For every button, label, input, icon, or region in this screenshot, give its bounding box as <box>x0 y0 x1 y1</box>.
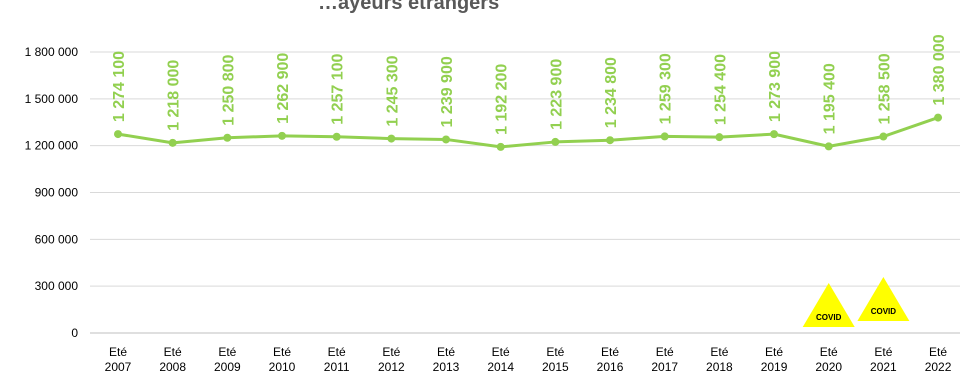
y-tick-label: 900 000 <box>35 186 79 200</box>
x-tick-label: Eté 2021 <box>870 345 897 374</box>
covid-badge-label: COVID <box>816 313 842 322</box>
x-tick-label: Eté 2022 <box>925 345 952 374</box>
data-point <box>660 132 669 141</box>
chart-title: …ayeurs étrangers <box>318 0 500 14</box>
data-label: 1 258 500 <box>876 53 893 124</box>
x-tick-label: Eté 2014 <box>487 345 514 374</box>
data-label: 1 259 300 <box>658 53 675 124</box>
data-point <box>387 134 396 143</box>
x-tick-label: Eté 2015 <box>542 345 569 374</box>
x-tick-label: Eté 2017 <box>651 345 678 374</box>
y-tick-label: 300 000 <box>35 279 79 293</box>
data-label: 1 218 000 <box>166 60 183 131</box>
data-point <box>606 136 615 145</box>
data-point <box>496 142 505 151</box>
covid-badge-label: COVID <box>871 307 897 316</box>
x-tick-label: Eté 2011 <box>324 345 350 374</box>
y-tick-label: 1 800 000 <box>25 45 79 59</box>
data-label: 1 257 100 <box>330 53 347 124</box>
series-line <box>117 116 939 149</box>
x-tick-label: Eté 2013 <box>433 345 460 374</box>
data-point <box>223 133 232 142</box>
x-tick-label: Eté 2020 <box>815 345 842 374</box>
y-tick-label: 600 000 <box>35 232 79 246</box>
data-label: 1 245 300 <box>384 55 401 126</box>
data-point <box>824 142 833 151</box>
data-point <box>442 135 451 144</box>
data-label: 1 273 900 <box>767 51 784 122</box>
data-point <box>879 132 888 141</box>
data-label: 1 195 400 <box>822 63 839 134</box>
data-label: 1 239 900 <box>439 56 456 127</box>
y-tick-label: 1 500 000 <box>25 92 79 106</box>
x-tick-label: Eté 2009 <box>214 345 241 374</box>
data-label: 1 262 900 <box>275 53 292 124</box>
x-tick-label: Eté 2007 <box>105 345 132 374</box>
data-label: 1 234 800 <box>603 57 620 128</box>
x-tick-label: Eté 2010 <box>269 345 296 374</box>
data-point <box>332 132 341 141</box>
x-tick-label: Eté 2012 <box>378 345 405 374</box>
data-point <box>715 133 724 142</box>
data-label: 1 250 800 <box>220 54 237 125</box>
x-tick-label: Eté 2019 <box>761 345 788 374</box>
data-label: 1 223 900 <box>548 59 565 130</box>
data-point <box>278 131 287 140</box>
data-point <box>551 137 560 146</box>
data-label: 1 380 000 <box>931 34 948 105</box>
y-tick-label: 0 <box>71 326 78 340</box>
x-tick-label: Eté 2008 <box>159 345 186 374</box>
data-point <box>770 130 779 139</box>
data-label: 1 274 100 <box>111 51 128 122</box>
data-label: 1 192 200 <box>494 64 511 135</box>
y-tick-label: 1 200 000 <box>25 139 79 153</box>
data-point <box>114 130 122 139</box>
data-label: 1 254 400 <box>712 54 729 125</box>
covid-badge <box>802 283 855 327</box>
covid-badge <box>857 277 910 321</box>
data-point <box>168 138 177 147</box>
x-tick-label: Eté 2016 <box>597 345 624 374</box>
data-point <box>934 113 943 122</box>
x-tick-label: Eté 2018 <box>706 345 733 374</box>
